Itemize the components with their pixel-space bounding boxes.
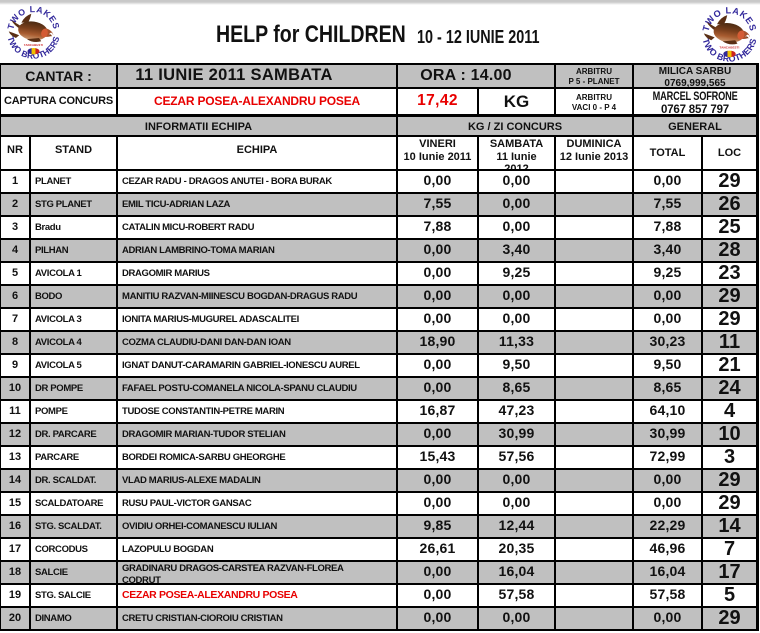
svg-text:TANCABESTI: TANCABESTI [720, 45, 740, 49]
svg-text:TANCABESTI: TANCABESTI [24, 43, 43, 47]
